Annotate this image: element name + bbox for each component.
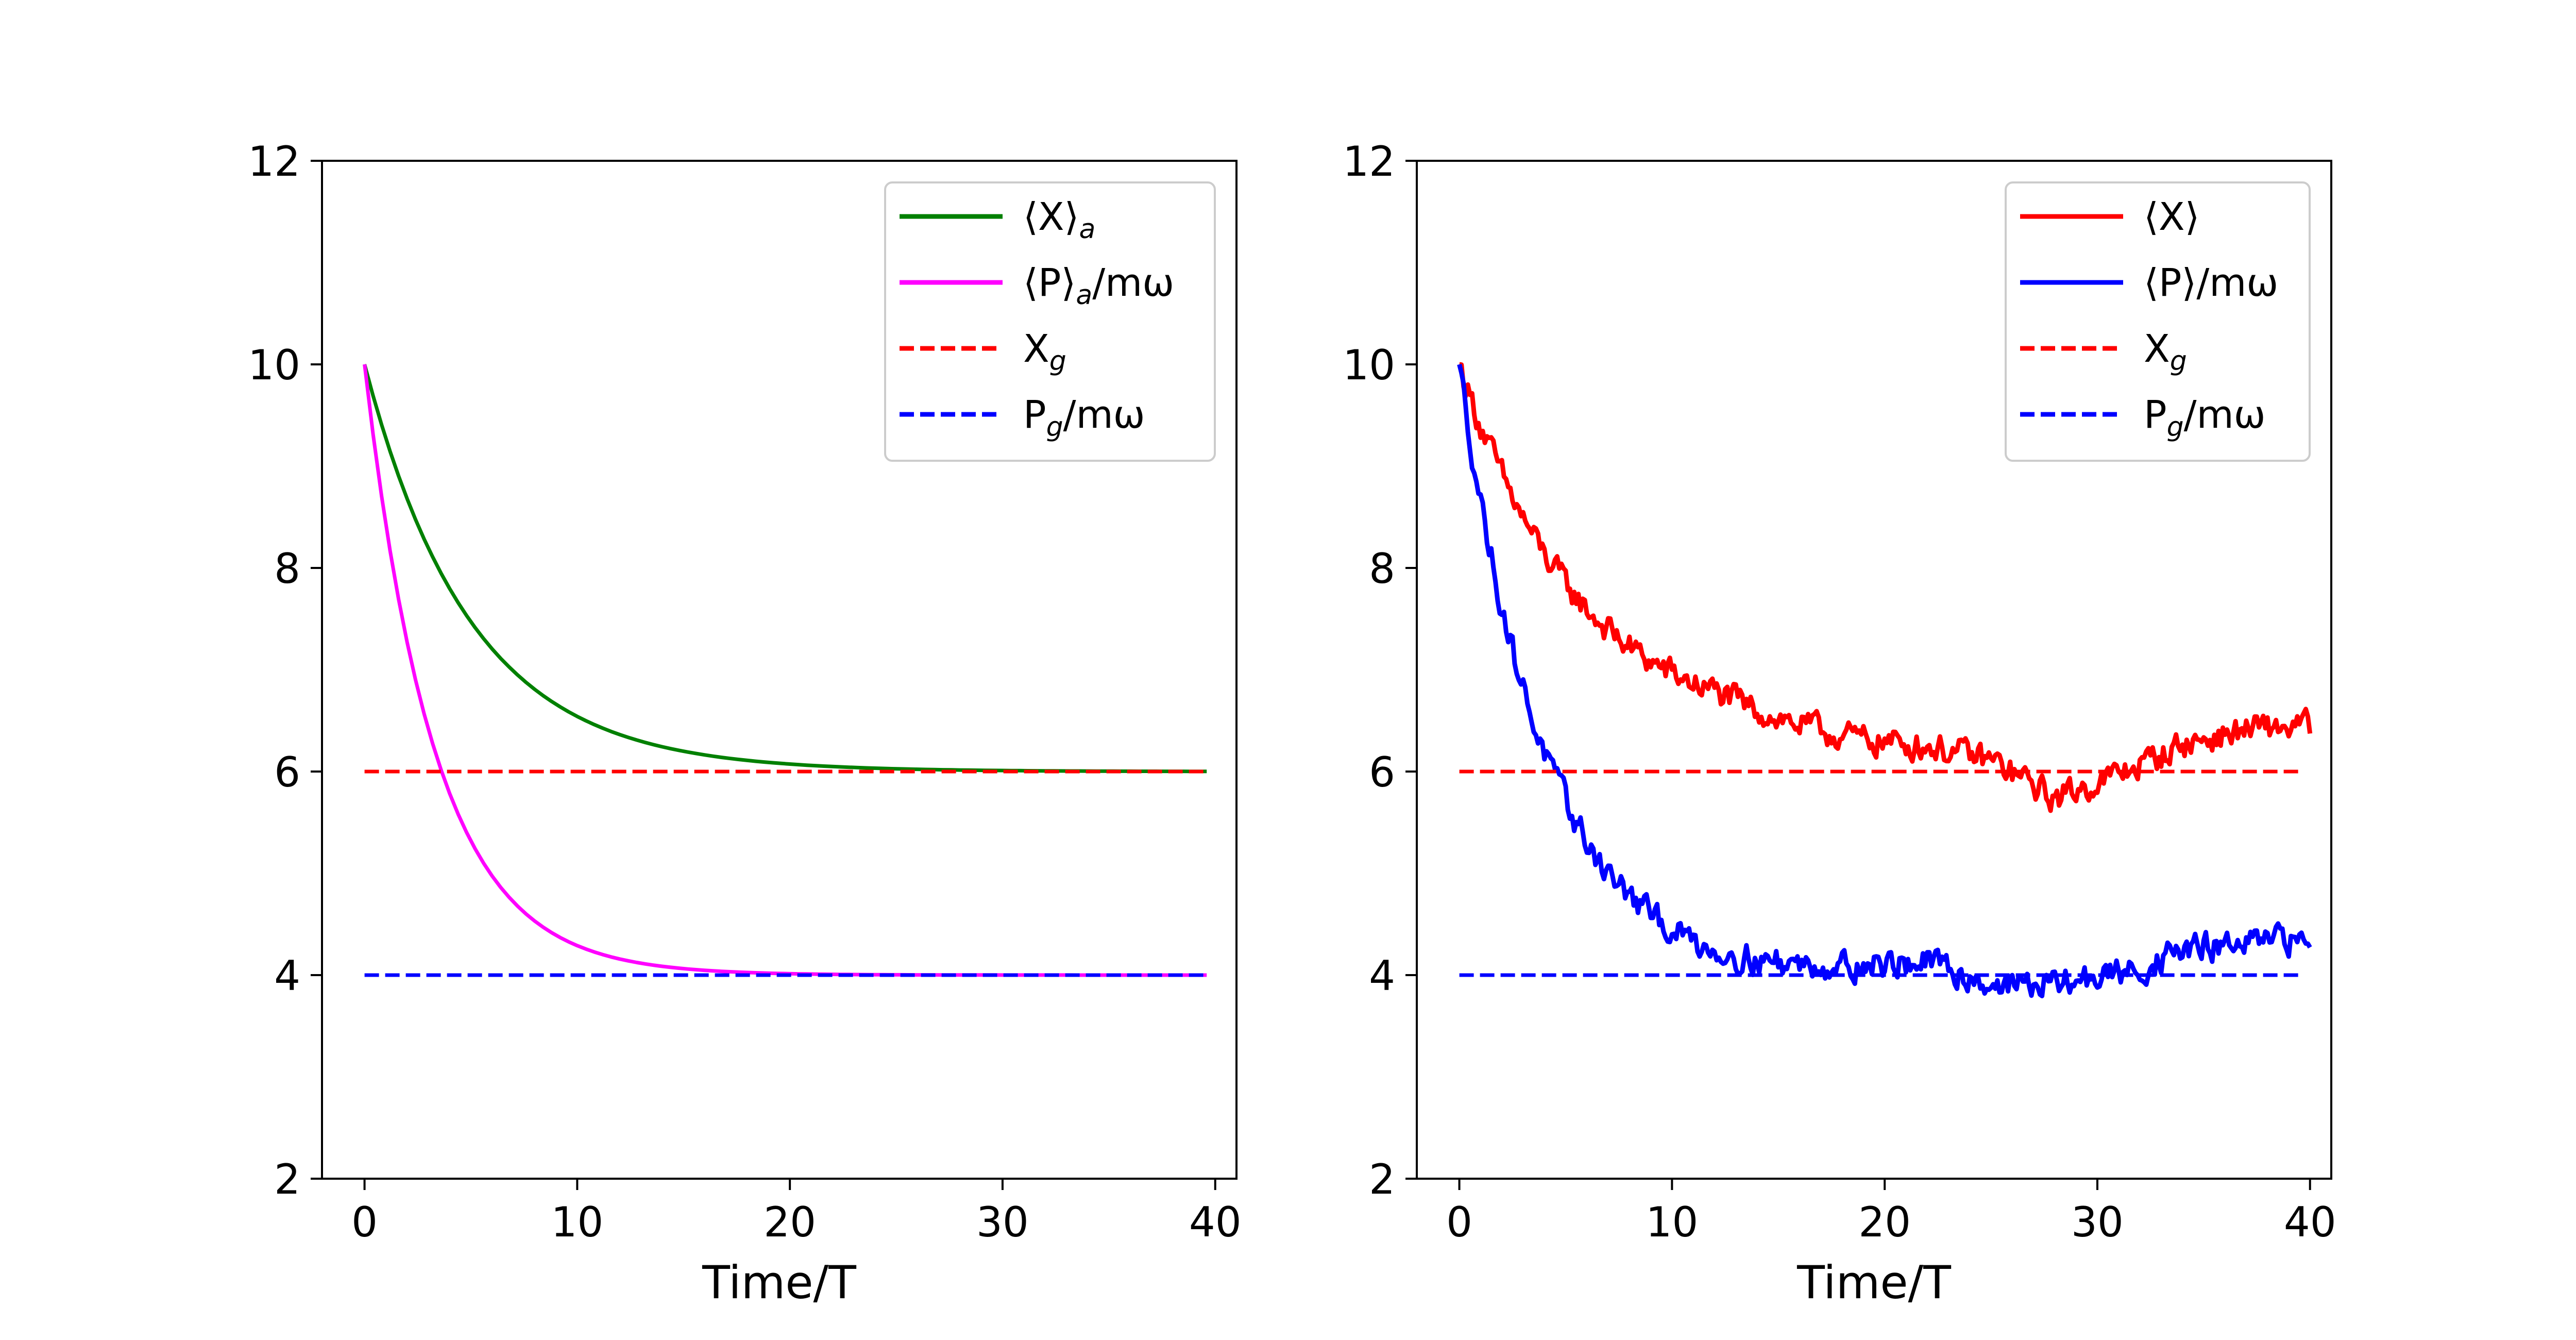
legend-label-2: Xg [1023, 327, 1066, 377]
series-line-1 [1457, 363, 2312, 998]
legend-label-0: ⟨X⟩a [1023, 195, 1095, 245]
legend-label-1: ⟨P⟩a/mω [1023, 261, 1174, 311]
legend-label-3: Pg/mω [2144, 393, 2266, 443]
y-tick-label-3: 8 [1369, 545, 1395, 593]
x-tick-label-4: 40 [1189, 1198, 1242, 1246]
x-tick-label-4: 40 [2284, 1198, 2336, 1246]
legend: ⟨X⟩ ⟨P⟩/mω Xg Pg/mω [2005, 181, 2311, 462]
y-tick-label-0: 2 [1369, 1155, 1395, 1203]
legend-label-0: ⟨X⟩ [2144, 195, 2199, 239]
left-chart-panel: 0 10 20 30 40 2 4 6 8 10 12 Time/T ⟨X⟩a ⟨P⟩a/mω Xg Pg/m… [248, 138, 1241, 1309]
y-tick-label-4: 10 [1343, 341, 1395, 389]
y-tick-label-2: 6 [1369, 748, 1395, 796]
y-tick-label-1: 4 [274, 952, 300, 1000]
y-tick-label-5: 12 [1343, 138, 1395, 186]
series-group [1457, 362, 2313, 998]
y-tick-label-3: 8 [274, 545, 300, 593]
legend-label-3: Pg/mω [1023, 393, 1145, 443]
y-tick-label-5: 12 [248, 138, 300, 186]
legend-label-2: Xg [2144, 327, 2187, 377]
legend-box [884, 181, 1216, 462]
axes-frame [321, 160, 1238, 1180]
x-axis-title: Time/T [1797, 1256, 1952, 1309]
series-line-0 [1459, 362, 2313, 813]
x-axis-title: Time/T [702, 1256, 857, 1309]
x-tick-label-2: 20 [764, 1198, 816, 1246]
right-chart-panel: 0 10 20 30 40 2 4 6 8 10 12 Time/T ⟨X⟩ ⟨P⟩/mω Xg Pg/mω [1343, 138, 2336, 1309]
legend: ⟨X⟩a ⟨P⟩a/mω Xg Pg/mω [884, 181, 1216, 462]
x-tick-label-0: 0 [1446, 1198, 1472, 1246]
x-tick-label-0: 0 [351, 1198, 378, 1246]
x-tick-label-2: 20 [1858, 1198, 1911, 1246]
series-group [363, 364, 1207, 977]
y-tick-label-0: 2 [274, 1155, 300, 1203]
legend-label-1: ⟨P⟩/mω [2144, 261, 2278, 305]
y-tick-label-2: 6 [274, 748, 300, 796]
x-tick-label-3: 30 [2071, 1198, 2124, 1246]
x-tick-label-1: 10 [551, 1198, 603, 1246]
x-tick-label-1: 10 [1646, 1198, 1698, 1246]
x-tick-label-3: 30 [976, 1198, 1029, 1246]
axes-frame [1416, 160, 2332, 1180]
y-tick-label-4: 10 [248, 341, 300, 389]
y-tick-label-1: 4 [1369, 952, 1395, 1000]
legend-box [2005, 181, 2311, 462]
